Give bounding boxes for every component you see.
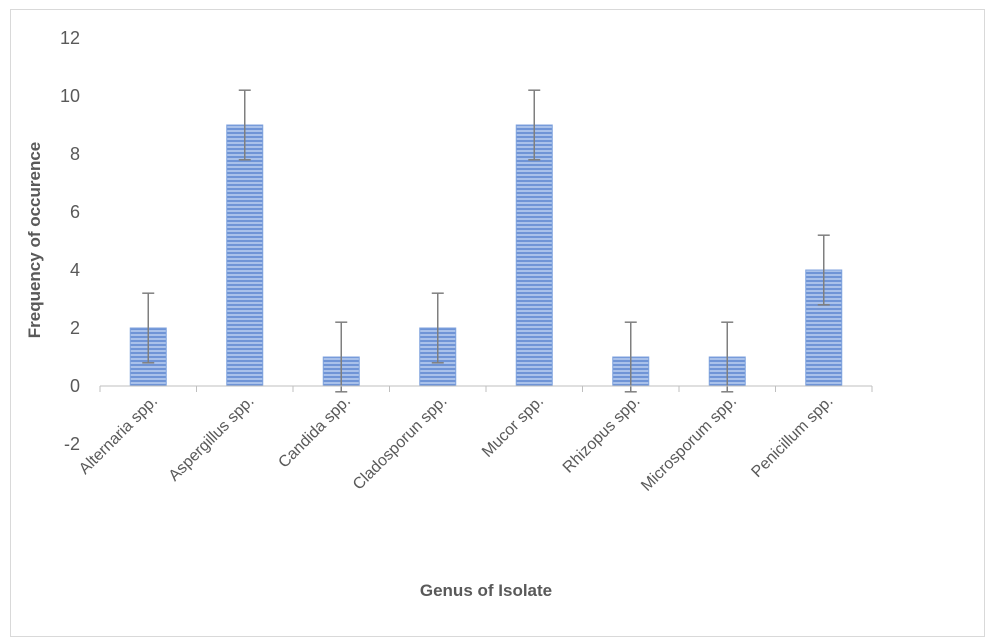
y-tick-label: 6 bbox=[70, 202, 80, 222]
bars-group bbox=[129, 124, 843, 387]
x-axis-labels: Alternaria spp. Aspergillus spp. Candida s… bbox=[76, 393, 836, 495]
x-tick-label: Aspergillus spp. bbox=[166, 393, 258, 485]
error-bars-group bbox=[142, 89, 830, 393]
y-tick-label: 2 bbox=[70, 318, 80, 338]
x-tick-label: Penicillum spp. bbox=[748, 393, 836, 481]
x-axis bbox=[99, 385, 873, 392]
y-tick-label: 8 bbox=[70, 144, 80, 164]
x-tick-label: Candida spp. bbox=[275, 393, 354, 472]
x-tick-label: Rhizopus spp. bbox=[560, 393, 644, 477]
x-tick-label: Alternaria spp. bbox=[76, 393, 161, 478]
y-axis-title: Frequency of occurence bbox=[25, 142, 44, 339]
y-tick-label: 12 bbox=[60, 28, 80, 48]
bar bbox=[515, 124, 553, 387]
y-tick-label: -2 bbox=[64, 434, 80, 454]
x-tick-label: Mucor spp. bbox=[479, 393, 547, 461]
y-tick-label: 0 bbox=[70, 376, 80, 396]
x-axis-title: Genus of Isolate bbox=[420, 581, 552, 600]
y-tick-label: 4 bbox=[70, 260, 80, 280]
bar bbox=[226, 124, 264, 387]
x-tick-label: Microsporum spp. bbox=[638, 393, 740, 495]
y-tick-label: 10 bbox=[60, 86, 80, 106]
x-tick-label: Cladosporun spp. bbox=[350, 393, 451, 494]
y-axis-ticks: -2 0 2 4 6 8 10 12 bbox=[60, 28, 80, 454]
